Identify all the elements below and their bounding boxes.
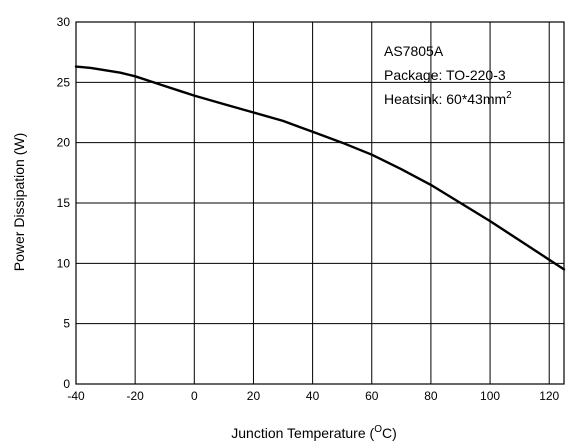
annotation-part-number: AS7805A bbox=[384, 43, 444, 59]
x-tick-label: -40 bbox=[67, 389, 85, 403]
y-tick-labels: 0 5 10 15 20 25 30 bbox=[57, 15, 71, 391]
x-tick-label: 60 bbox=[365, 389, 379, 403]
x-tick-label: 100 bbox=[480, 389, 500, 403]
x-axis-label-superscript: O bbox=[374, 424, 382, 435]
annotation-heatsink: Heatsink: 60*43mm2 bbox=[384, 90, 512, 107]
x-tick-label: 40 bbox=[306, 389, 320, 403]
annotation-heatsink-text: Heatsink: 60*43mm bbox=[384, 91, 506, 107]
x-tick-label: 0 bbox=[191, 389, 198, 403]
y-tick-label: 30 bbox=[57, 15, 71, 29]
y-axis-label: Power Dissipation (W) bbox=[11, 133, 27, 271]
y-tick-label: 20 bbox=[57, 136, 71, 150]
y-tick-label: 10 bbox=[57, 256, 71, 270]
chart-annotation: AS7805A Package: TO-220-3 Heatsink: 60*4… bbox=[384, 43, 512, 107]
power-dissipation-curve bbox=[74, 65, 566, 271]
x-axis-label: Junction Temperature (OC) bbox=[231, 424, 397, 441]
x-tick-label: 80 bbox=[424, 389, 438, 403]
x-tick-label: 20 bbox=[247, 389, 261, 403]
annotation-package: Package: TO-220-3 bbox=[384, 67, 506, 83]
y-tick-label: 15 bbox=[57, 196, 71, 210]
x-tick-label: 120 bbox=[539, 389, 559, 403]
plot-frame bbox=[75, 21, 565, 385]
y-tick-label: 5 bbox=[63, 317, 70, 331]
y-tick-label: 0 bbox=[63, 377, 70, 391]
x-tick-labels: -40 -20 0 20 40 60 80 100 120 bbox=[67, 389, 559, 403]
grid bbox=[75, 21, 564, 385]
x-axis-label-text: Junction Temperature ( bbox=[231, 425, 374, 441]
y-tick-label: 25 bbox=[57, 75, 71, 89]
x-axis-label-suffix: C) bbox=[382, 425, 397, 441]
x-tick-label: -20 bbox=[126, 389, 144, 403]
annotation-heatsink-superscript: 2 bbox=[506, 90, 512, 101]
